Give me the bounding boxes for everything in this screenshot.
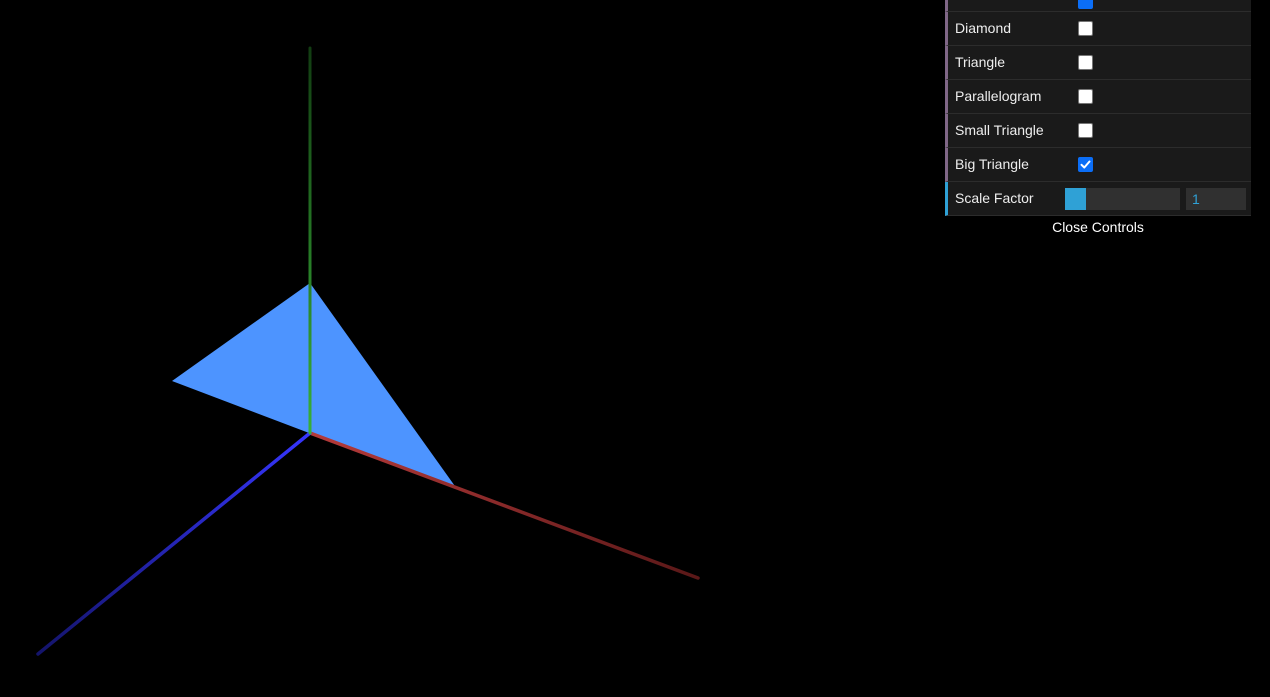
control-row-big-triangle: Big Triangle — [945, 148, 1251, 182]
diamond-label: Diamond — [955, 20, 1012, 36]
triangle-label: Triangle — [955, 54, 1006, 70]
control-row-partial — [945, 0, 1251, 12]
parallelogram-checkbox[interactable] — [1078, 89, 1093, 104]
x-axis-line — [308, 431, 700, 580]
controls-panel: Diamond Triangle Parallelogram Small Tri… — [945, 0, 1251, 238]
big-triangle-checkbox[interactable] — [1078, 157, 1093, 172]
control-row-scale-factor: Scale Factor — [945, 182, 1251, 216]
scale-factor-label: Scale Factor — [955, 190, 1034, 206]
control-row-parallelogram: Parallelogram — [945, 80, 1251, 114]
z-axis-line — [36, 431, 312, 656]
partial-checkbox[interactable] — [1078, 0, 1093, 9]
small-triangle-label: Small Triangle — [955, 122, 1044, 138]
triangle-checkbox[interactable] — [1078, 55, 1093, 70]
diamond-checkbox[interactable] — [1078, 21, 1093, 36]
big-triangle-shape — [172, 283, 457, 489]
scale-factor-slider-fill — [1065, 188, 1086, 210]
small-triangle-checkbox[interactable] — [1078, 123, 1093, 138]
big-triangle-label: Big Triangle — [955, 156, 1029, 172]
control-row-diamond: Diamond — [945, 12, 1251, 46]
control-row-triangle: Triangle — [945, 46, 1251, 80]
close-controls-button[interactable]: Close Controls — [945, 216, 1251, 238]
control-row-small-triangle: Small Triangle — [945, 114, 1251, 148]
scale-factor-slider[interactable] — [1065, 188, 1180, 210]
scale-factor-input[interactable] — [1186, 188, 1246, 210]
parallelogram-label: Parallelogram — [955, 88, 1042, 104]
